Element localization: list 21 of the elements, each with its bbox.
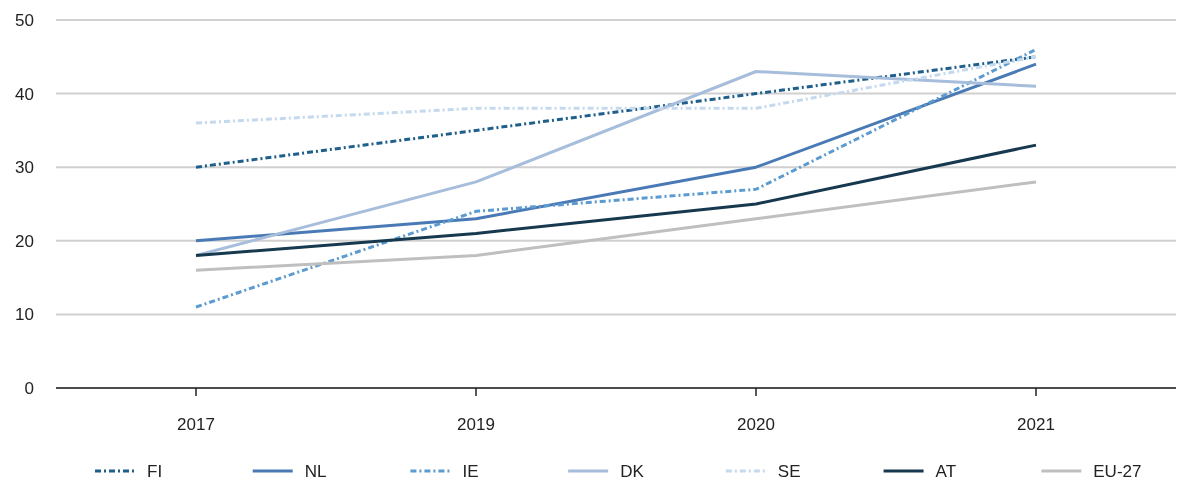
y-tick-label: 30 — [15, 158, 34, 178]
legend-label: DK — [620, 462, 645, 481]
line-series — [194, 180, 1038, 272]
x-tick-label: 2020 — [737, 415, 775, 434]
legend-label: EU-27 — [1093, 462, 1142, 481]
line-series — [194, 143, 1038, 258]
x-tick-label: 2019 — [457, 415, 495, 434]
y-tick-label: 50 — [15, 10, 34, 30]
y-tick-label: 0 — [24, 378, 34, 398]
legend-label: IE — [462, 462, 479, 481]
x-tick-label: 2021 — [1017, 415, 1055, 434]
y-tick-label: 20 — [15, 231, 34, 251]
legend-label: FI — [147, 462, 163, 481]
y-tick-label: 40 — [15, 84, 34, 104]
x-tick-label: 2017 — [177, 415, 215, 434]
line-series — [194, 47, 1038, 309]
legend-label: NL — [304, 462, 327, 481]
line-series — [194, 55, 1038, 169]
legend-label: AT — [935, 462, 957, 481]
legend-label: SE — [777, 462, 801, 481]
y-tick-label: 10 — [15, 305, 34, 325]
